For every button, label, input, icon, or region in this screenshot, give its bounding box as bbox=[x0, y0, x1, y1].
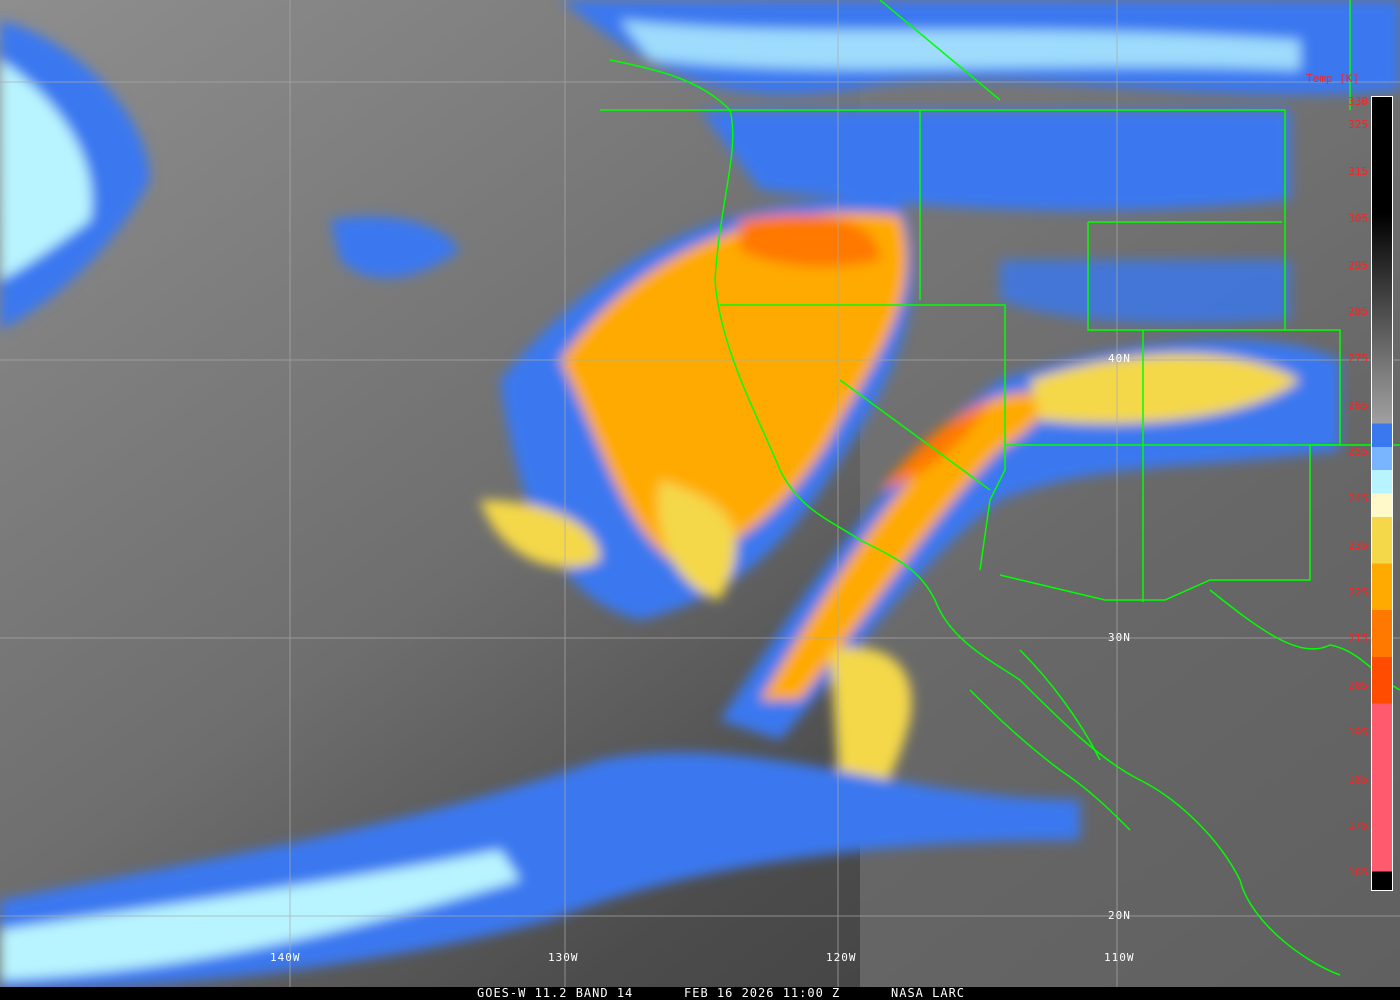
colorbar-tick-label: 245 bbox=[1348, 492, 1368, 506]
colorbar-tick-label: 175 bbox=[1348, 819, 1368, 833]
lat-label-30n: 30N bbox=[1108, 631, 1131, 644]
satellite-band-label: GOES-W 11.2 BAND 14 bbox=[477, 986, 634, 1000]
colorbar-tick-label: 305 bbox=[1348, 211, 1368, 225]
lon-label-120w: 120W bbox=[826, 951, 857, 964]
lon-label-130w: 130W bbox=[548, 951, 579, 964]
colorbar-tick-label: 165 bbox=[1348, 866, 1368, 879]
colorbar-tick-label: 315 bbox=[1348, 165, 1368, 179]
colorbar-tick-label: 215 bbox=[1348, 632, 1368, 646]
datetime-label: FEB 16 2026 11:00 Z bbox=[684, 986, 841, 1000]
colorbar-tick-label: 235 bbox=[1348, 538, 1368, 552]
source-label: NASA LARC bbox=[891, 986, 966, 1000]
lat-label-20n: 20N bbox=[1108, 909, 1131, 922]
temperature-colorbar bbox=[1371, 96, 1393, 891]
colorbar-tick-label: 205 bbox=[1348, 679, 1368, 693]
colorbar-tick-label: 195 bbox=[1348, 725, 1368, 739]
colorbar-tick-label: 295 bbox=[1348, 258, 1368, 272]
lon-label-110w: 110W bbox=[1104, 951, 1135, 964]
colorbar-tick-label: 185 bbox=[1348, 772, 1368, 786]
political-boundaries bbox=[600, 0, 1400, 976]
lat-label-40n: 40N bbox=[1108, 352, 1131, 365]
lon-label-140w: 140W bbox=[270, 951, 301, 964]
caption-bar: GOES-W 11.2 BAND 14 FEB 16 2026 11:00 Z … bbox=[0, 987, 1400, 1000]
colorbar-tick-label: 330 bbox=[1348, 95, 1368, 108]
colorbar-tick-label: 255 bbox=[1348, 445, 1368, 459]
colorbar-tick-label: 225 bbox=[1348, 585, 1368, 599]
colorbar-tick-label: 265 bbox=[1348, 398, 1368, 412]
colorbar-title: Temp [K] bbox=[1306, 72, 1359, 85]
colorbar-tick-label: 325 bbox=[1348, 118, 1368, 132]
colorbar-tick-label: 285 bbox=[1348, 305, 1368, 319]
colorbar-tick-label: 275 bbox=[1348, 352, 1368, 365]
